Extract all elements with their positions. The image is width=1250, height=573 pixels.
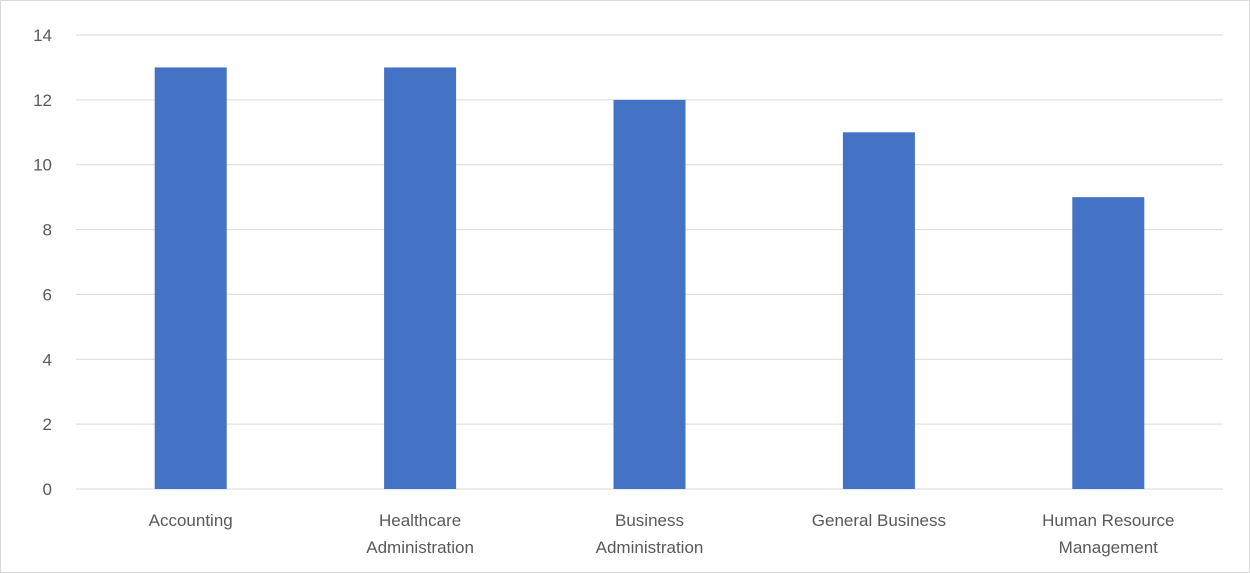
y-tick-label: 0	[43, 480, 52, 499]
x-tick-label: General Business	[812, 511, 946, 530]
y-tick-label: 10	[33, 156, 52, 175]
y-axis-tick-labels: 0 2 4 6 8 10 12 14	[33, 26, 52, 499]
bar	[154, 67, 227, 489]
bar	[384, 67, 457, 489]
x-tick-label: Healthcare	[379, 511, 461, 530]
bars	[154, 67, 1145, 490]
x-tick-label: Management	[1059, 538, 1159, 557]
bar	[842, 132, 915, 490]
x-axis-tick-labels: Accounting Healthcare Administration Busine…	[149, 511, 1175, 557]
x-tick-label: Business	[615, 511, 684, 530]
bar	[1072, 197, 1145, 489]
y-tick-label: 12	[33, 91, 52, 110]
y-tick-label: 6	[43, 285, 52, 304]
y-tick-label: 2	[43, 415, 52, 434]
bar	[613, 99, 686, 489]
x-tick-label: Administration	[596, 538, 704, 557]
x-tick-label: Human Resource	[1042, 511, 1174, 530]
y-tick-label: 4	[43, 350, 52, 369]
x-tick-label: Accounting	[149, 511, 233, 530]
y-tick-label: 8	[43, 221, 52, 240]
y-tick-label: 14	[33, 26, 52, 45]
x-tick-label: Administration	[366, 538, 474, 557]
